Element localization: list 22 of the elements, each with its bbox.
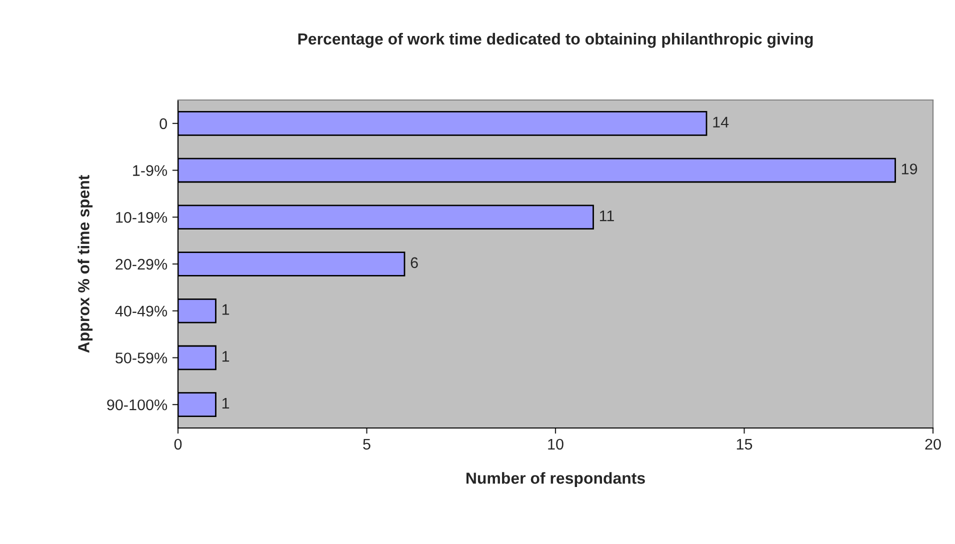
x-tick-label: 20 bbox=[925, 438, 941, 450]
y-tick-label: 1-9% bbox=[133, 165, 168, 176]
data-label: 1 bbox=[222, 304, 230, 315]
y-tick-label: 90-100% bbox=[107, 399, 168, 410]
y-tick-label: 20-29% bbox=[116, 258, 168, 270]
y-tick-label: 0 bbox=[160, 118, 167, 130]
x-tick-label: 15 bbox=[736, 438, 752, 450]
x-axis-title: Number of respondants bbox=[466, 472, 645, 487]
y-tick-label: 10-19% bbox=[116, 212, 168, 223]
chart-title: Percentage of work time dedicated to obtaining philanthropic giving bbox=[298, 32, 813, 48]
data-label: 1 bbox=[222, 398, 230, 409]
data-label: 11 bbox=[600, 210, 614, 222]
data-label: 1 bbox=[222, 351, 230, 362]
y-tick-label: 40-49% bbox=[115, 306, 168, 317]
data-label: 6 bbox=[410, 257, 418, 268]
x-tick-label: 5 bbox=[363, 438, 370, 450]
data-label: 19 bbox=[902, 164, 918, 174]
y-tick-label: 50-59% bbox=[116, 352, 168, 364]
data-label: 14 bbox=[713, 116, 729, 128]
x-tick-label: 0 bbox=[174, 438, 182, 450]
x-tick-label: 10 bbox=[548, 438, 564, 450]
y-axis-title: Approx % of time spent bbox=[78, 175, 93, 353]
